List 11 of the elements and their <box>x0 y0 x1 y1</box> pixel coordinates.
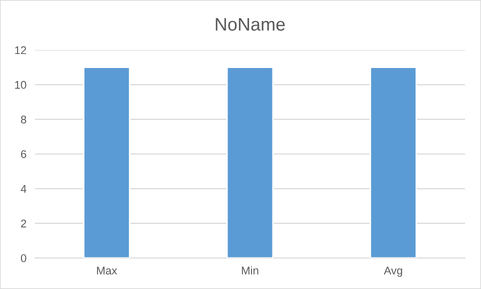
x-tick-label: Max <box>97 266 118 274</box>
y-tick-label: 10 <box>15 80 26 89</box>
y-tick-label: 6 <box>21 150 26 158</box>
x-tick-label: Avg <box>384 266 402 277</box>
x-tick-label: Min <box>242 266 258 274</box>
y-tick-label: 4 <box>20 185 26 193</box>
y-tick-label: 0 <box>20 254 26 262</box>
y-tick-label: 2 <box>21 220 26 228</box>
y-tick-label: 12 <box>15 46 26 54</box>
chart-title: NoName <box>216 18 285 31</box>
y-tick-label: 8 <box>20 116 26 124</box>
